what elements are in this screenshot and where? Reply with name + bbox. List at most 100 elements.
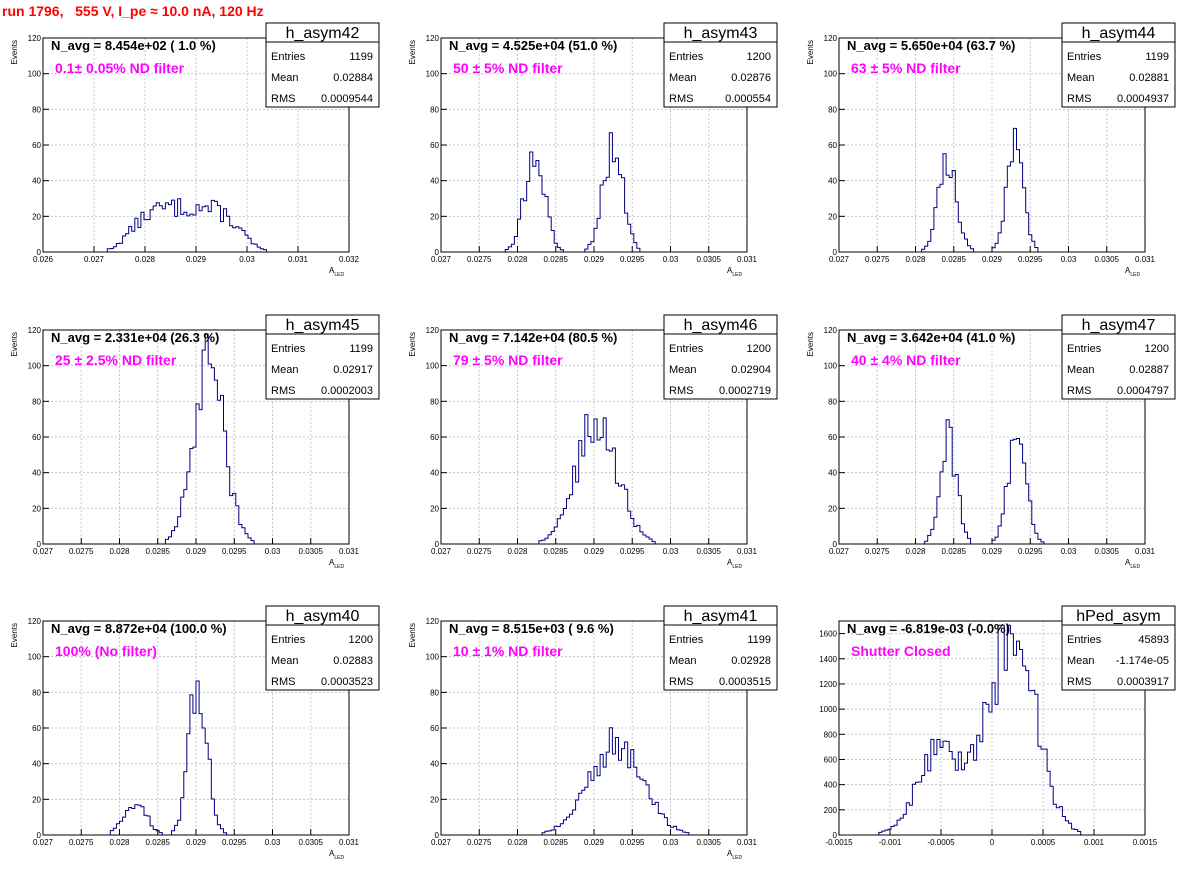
y-tick-label: 20	[828, 504, 837, 513]
x-axis-title-sub: LED	[732, 272, 742, 278]
y-tick-label: 100	[824, 362, 838, 371]
y-tick-label: 100	[426, 70, 440, 79]
n-avg-label: N_avg = 2.331e+04 (26.3 %)	[51, 330, 219, 345]
x-tick-label: 0.0015	[1133, 838, 1158, 847]
y-tick-label: 80	[828, 105, 837, 114]
y-tick-label: 20	[828, 212, 837, 221]
y-tick-label: 20	[32, 504, 41, 513]
stats-value-mean: 0.02883	[333, 655, 373, 667]
stats-label-rms: RMS	[1067, 385, 1091, 397]
y-tick-label: 1600	[819, 630, 837, 639]
histogram-panel-h_asym40: 0.027 0.0275 0.028 0.0285 0.029 0.0295 0.03 0.0…	[10, 605, 380, 861]
stats-value-mean: 0.02917	[333, 364, 373, 376]
y-tick-label: 60	[32, 433, 41, 442]
y-tick-label: 40	[430, 469, 439, 478]
y-tick-label: 80	[32, 688, 41, 697]
stats-label-mean: Mean	[1067, 72, 1095, 84]
n-avg-label: N_avg = 5.650e+04 (63.7 %)	[847, 38, 1015, 53]
x-tick-label: 0.0295	[1018, 255, 1043, 264]
stats-title: h_asym42	[286, 25, 360, 42]
y-tick-label: 0	[833, 248, 838, 257]
y-tick-label: 20	[430, 504, 439, 513]
filter-label: 0.1± 0.05% ND filter	[55, 60, 185, 76]
y-tick-label: 0	[37, 540, 42, 549]
stats-label-rms: RMS	[271, 385, 295, 397]
x-tick-label: 0.027	[84, 255, 105, 264]
n-avg-label: N_avg = 3.642e+04 (41.0 %)	[847, 330, 1015, 345]
stats-box	[663, 605, 778, 691]
x-tick-label: 0.0275	[865, 255, 890, 264]
stats-label-entries: Entries	[1067, 343, 1102, 355]
x-tick-label: 0.027	[431, 838, 452, 847]
x-tick-label: 0.0275	[467, 547, 492, 556]
filter-label: 79 ± 5% ND filter	[453, 352, 563, 368]
y-tick-label: 60	[430, 724, 439, 733]
stats-label-entries: Entries	[271, 343, 306, 355]
stats-value-mean: 0.02928	[731, 655, 771, 667]
x-tick-label: 0.031	[1135, 255, 1156, 264]
x-axis-title-main: A	[727, 558, 733, 567]
stats-value-entries: 1199	[1145, 51, 1169, 63]
y-tick-label: 80	[430, 688, 439, 697]
x-tick-label: 0.03	[1061, 547, 1077, 556]
stats-box	[265, 314, 380, 400]
x-axis-title-main: A	[727, 266, 733, 275]
filter-label: 63 ± 5% ND filter	[851, 60, 961, 76]
x-tick-label: -0.001	[879, 838, 902, 847]
x-tick-label: 0.0295	[620, 838, 645, 847]
stats-label-mean: Mean	[1067, 655, 1095, 667]
x-axis-title-main: A	[329, 558, 335, 567]
x-tick-label: 0.0295	[222, 838, 247, 847]
x-tick-label: 0.026	[33, 255, 54, 264]
y-tick-label: 60	[32, 724, 41, 733]
y-tick-label: 80	[32, 397, 41, 406]
x-tick-label: 0.03	[663, 838, 679, 847]
x-tick-label: 0.028	[507, 838, 528, 847]
filter-label: 25 ± 2.5% ND filter	[55, 352, 177, 368]
x-tick-label: 0.027	[33, 547, 54, 556]
y-tick-label: 120	[426, 326, 440, 335]
x-tick-label: 0.031	[737, 838, 758, 847]
stats-title: h_asym43	[684, 25, 758, 42]
y-tick-label: 80	[828, 397, 837, 406]
y-tick-label: 0	[37, 831, 42, 840]
x-tick-label: 0.0285	[544, 547, 569, 556]
y-tick-label: 60	[828, 141, 837, 150]
stats-label-entries: Entries	[271, 51, 306, 63]
y-tick-label: 0	[37, 248, 42, 257]
y-tick-label: 120	[28, 34, 42, 43]
y-tick-label: 0	[833, 831, 838, 840]
y-axis-title: Events	[408, 623, 417, 647]
stats-value-entries: 1200	[1145, 343, 1169, 355]
x-tick-label: 0.027	[431, 255, 452, 264]
stats-value-entries: 1199	[349, 343, 373, 355]
stats-value-rms: 0.0002003	[321, 385, 373, 397]
y-axis-title: Events	[408, 332, 417, 356]
stats-value-mean: 0.02876	[731, 72, 771, 84]
x-axis-title: ALED	[727, 266, 742, 278]
stats-title: h_asym40	[286, 608, 360, 625]
y-tick-label: 60	[32, 141, 41, 150]
x-tick-label: 0.0275	[865, 547, 890, 556]
y-axis-title: Events	[10, 623, 19, 647]
x-tick-label: 0.029	[982, 255, 1003, 264]
stats-box	[265, 22, 380, 108]
x-tick-label: 0.001	[1084, 838, 1105, 847]
x-tick-label: 0.0275	[467, 255, 492, 264]
stats-title: h_asym41	[684, 608, 758, 625]
x-axis-title: ALED	[329, 558, 344, 570]
stats-label-rms: RMS	[669, 385, 693, 397]
stats-box	[1061, 22, 1176, 108]
x-tick-label: 0.028	[109, 547, 130, 556]
n-avg-label: N_avg = 4.525e+04 (51.0 %)	[449, 38, 617, 53]
y-axis-title: Events	[10, 40, 19, 64]
y-tick-label: 120	[426, 34, 440, 43]
x-tick-label: 0.0285	[942, 547, 967, 556]
y-tick-label: 100	[426, 362, 440, 371]
filter-label: Shutter Closed	[851, 643, 951, 659]
x-tick-label: 0.03	[265, 838, 281, 847]
x-tick-label: 0	[990, 838, 995, 847]
x-tick-label: 0.028	[905, 255, 926, 264]
y-tick-label: 80	[32, 105, 41, 114]
y-tick-label: 100	[28, 70, 42, 79]
